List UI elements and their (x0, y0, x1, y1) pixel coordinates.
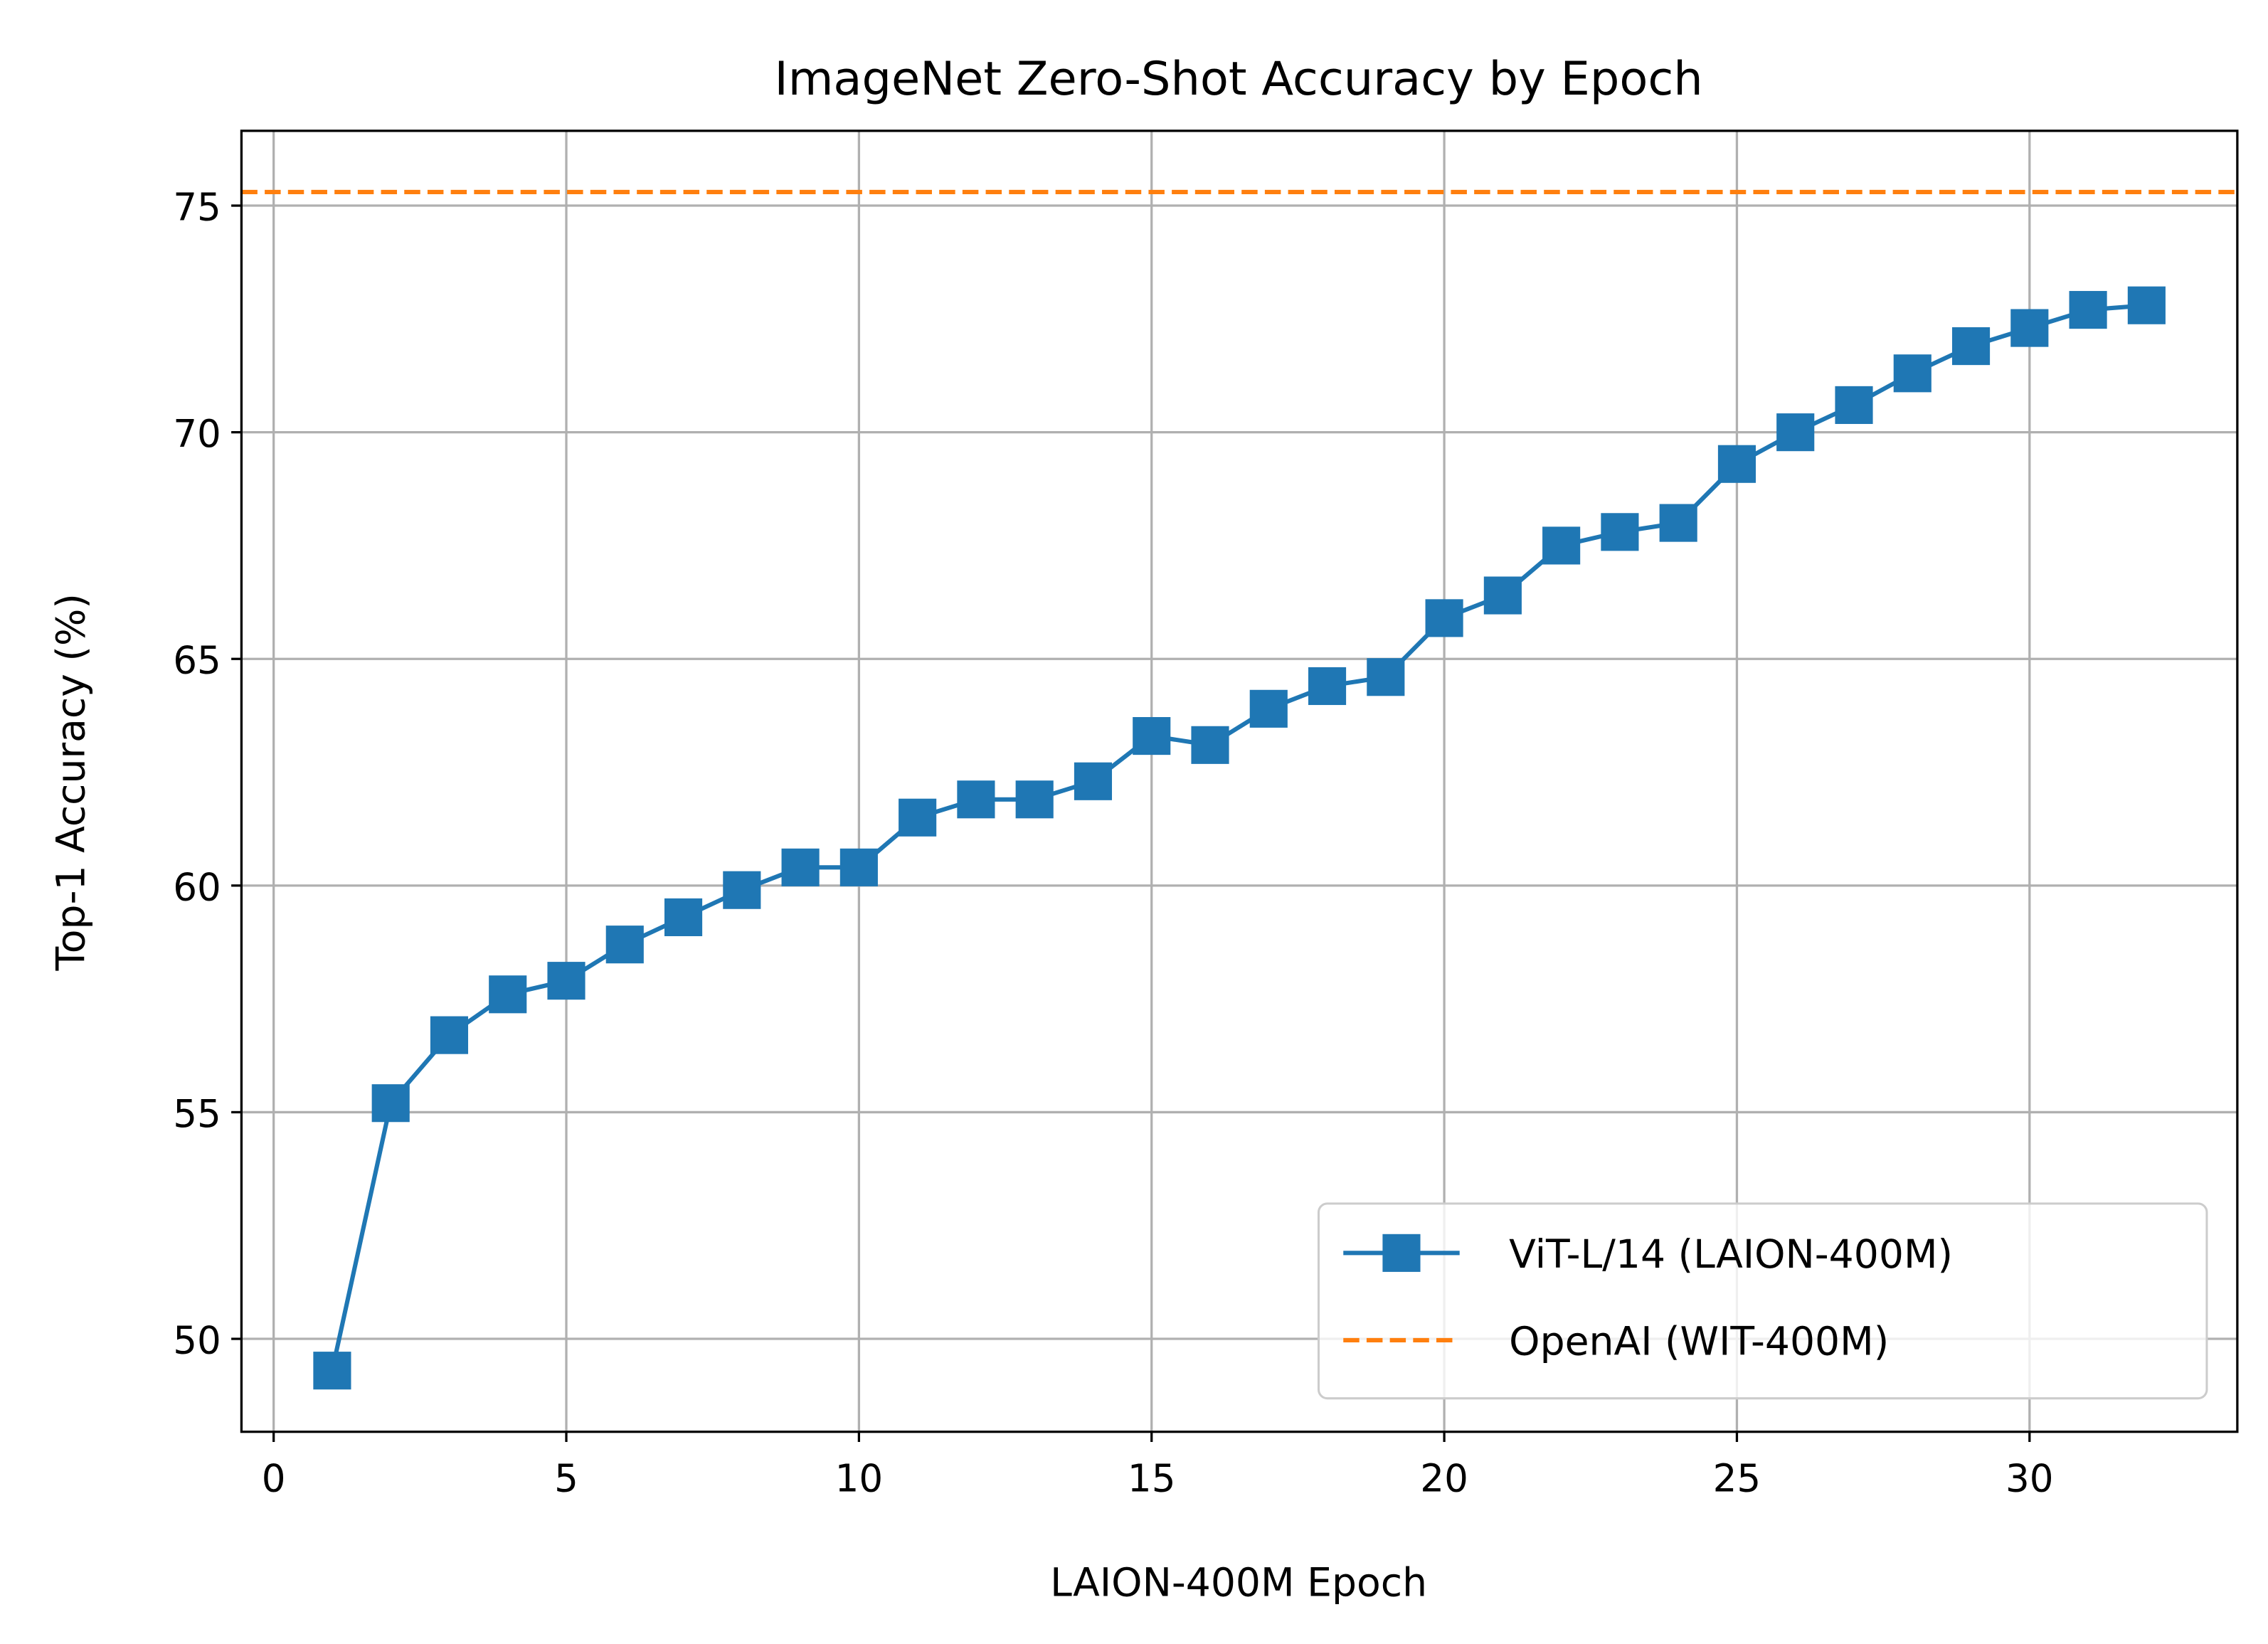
legend-label-openai: OpenAI (WIT-400M) (1509, 1319, 1889, 1364)
vit-data-point (1951, 327, 1991, 366)
vit-data-point (1483, 576, 1522, 615)
vit-data-point (1893, 354, 1931, 393)
y-tick-label: 60 (173, 865, 221, 909)
vit-data-point (371, 1084, 410, 1123)
x-tick-label: 20 (1420, 1456, 1468, 1500)
vit-data-point (2069, 291, 2107, 329)
vit-data-point (1776, 413, 1815, 452)
vit-data-point (1308, 667, 1347, 706)
x-tick-label: 5 (554, 1456, 578, 1500)
vit-data-point (313, 1352, 351, 1390)
y-tick-label: 70 (173, 412, 221, 456)
x-axis-label: LAION-400M Epoch (1050, 1561, 1427, 1606)
vit-data-point (1191, 726, 1229, 764)
vit-data-point (1367, 658, 1405, 696)
vit-data-point (957, 780, 995, 819)
vit-data-point (839, 848, 878, 886)
y-tick-label: 65 (173, 639, 221, 683)
vit-data-point (1659, 504, 1697, 542)
plot-frame (240, 129, 2239, 1433)
vit-data-point (1425, 599, 1463, 637)
y-tick-label: 50 (173, 1318, 221, 1362)
legend-marker-vit (1382, 1234, 1421, 1272)
series-marks (241, 189, 2237, 1390)
vit-data-point (1835, 386, 1873, 424)
ticks: 0 5 10 15 20 25 30 50 55 60 65 70 75 (173, 185, 2053, 1500)
grid (241, 130, 2237, 1432)
vit-data-point (1074, 762, 1113, 800)
vit-data-point (899, 798, 937, 837)
vit-data-point (1133, 717, 1171, 755)
vit-data-point (1249, 689, 1288, 728)
x-tick-label: 30 (2005, 1456, 2054, 1500)
y-axis-label: Top-1 Accuracy (%) (49, 593, 95, 971)
vit-data-point (605, 926, 644, 964)
vit-data-point (1601, 513, 1639, 551)
legend-box (1317, 1202, 2208, 1400)
vit-data-point (547, 962, 585, 1000)
vit-data-point (2127, 286, 2166, 324)
vit-data-point (489, 975, 527, 1014)
vit-data-point (2010, 309, 2049, 347)
x-tick-label: 25 (1713, 1456, 1761, 1500)
x-tick-label: 10 (835, 1456, 884, 1500)
legend-label-vit: ViT-L/14 (LAION-400M) (1509, 1232, 1953, 1278)
vit-data-point (430, 1016, 469, 1054)
vit-data-point (664, 898, 703, 937)
vit-data-point (1015, 780, 1054, 819)
vit-data-point (1542, 526, 1581, 565)
y-tick-label: 55 (173, 1092, 221, 1136)
x-tick-label: 0 (262, 1456, 286, 1500)
vit-data-point (723, 871, 761, 909)
y-tick-label: 75 (173, 185, 221, 229)
vit-data-point (781, 848, 820, 886)
chart-title: ImageNet Zero-Shot Accuracy by Epoch (774, 52, 1702, 106)
legend: ViT-L/14 (LAION-400M) OpenAI (WIT-400M) (1317, 1202, 2208, 1400)
x-tick-label: 15 (1128, 1456, 1176, 1500)
vit-data-point (1717, 445, 1756, 483)
